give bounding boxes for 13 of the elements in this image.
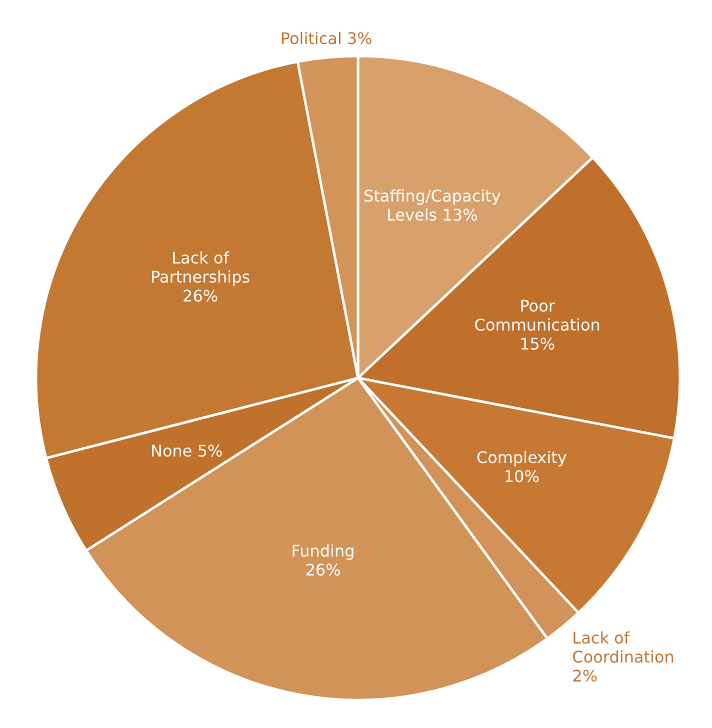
slice-label: Poor Communication (474, 296, 600, 334)
slice-label: Lack of Coordination (572, 628, 674, 666)
slice-label: Political 3% (280, 28, 372, 48)
slice-label: Lack of Partnerships (150, 248, 250, 286)
data-label: 26% (305, 560, 341, 580)
data-label: 26% (182, 286, 218, 306)
data-label: 15% (520, 334, 556, 354)
slice-label: None 5% (150, 442, 223, 461)
data-label: 10% (504, 466, 540, 486)
slice-label: Complexity (476, 448, 567, 467)
slice-label: Funding (291, 541, 355, 560)
slice-label: Staffing/Capacity Levels 13% (364, 186, 501, 224)
data-label: 2% (572, 666, 598, 686)
